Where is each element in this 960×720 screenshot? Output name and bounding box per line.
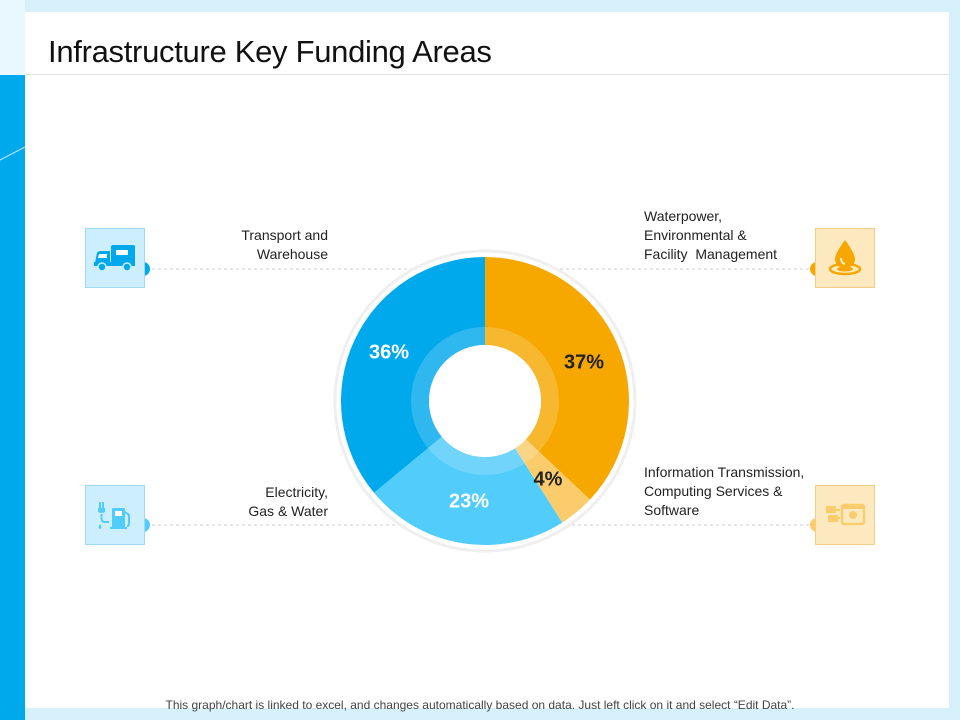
fuel-pump-icon	[98, 502, 130, 529]
label-line: Gas & Water	[248, 503, 328, 519]
label-line: Environmental &	[644, 227, 747, 243]
category-label-electricity: Electricity, Gas & Water	[248, 483, 328, 521]
label-line: Software	[644, 502, 700, 518]
title-divider	[25, 74, 949, 75]
donut-slice	[374, 436, 563, 545]
slice-data-label: 23%	[449, 490, 489, 512]
donut-slice	[485, 257, 630, 500]
information-icon-box	[815, 485, 875, 545]
slice-data-label: 36%	[369, 341, 409, 363]
donut-hole	[429, 345, 541, 457]
truck-icon	[94, 245, 135, 272]
slice-data-label: 4%	[534, 468, 563, 490]
category-label-information: Information Transmission, Computing Serv…	[644, 463, 804, 520]
page-title: Infrastructure Key Funding Areas	[48, 34, 492, 69]
label-line: Waterpower,	[644, 208, 723, 224]
label-line: Facility Management	[644, 246, 778, 262]
label-line: Information Transmission,	[644, 464, 805, 480]
category-label-transport: Transport and Warehouse	[241, 226, 328, 264]
electricity-icon-box	[85, 485, 145, 545]
category-label-waterpower: Waterpower, Environmental & Facility Man…	[644, 207, 777, 264]
donut-slice	[515, 439, 590, 523]
label-line: Electricity,	[265, 484, 328, 500]
transport-icon-box	[85, 228, 145, 288]
left-accent-bar	[0, 0, 25, 720]
water-drop-icon	[828, 240, 862, 276]
computer-monitor-icon	[826, 503, 866, 526]
label-line: Warehouse	[256, 246, 328, 262]
label-line: Transport and	[241, 227, 328, 243]
donut-slice	[340, 257, 485, 493]
waterpower-icon-box	[815, 228, 875, 288]
footer-note: This graph/chart is linked to excel, and…	[165, 698, 795, 712]
slice-data-label: 37%	[564, 351, 604, 373]
left-bar-stripe	[0, 146, 25, 161]
label-line: Computing Services &	[644, 483, 783, 499]
